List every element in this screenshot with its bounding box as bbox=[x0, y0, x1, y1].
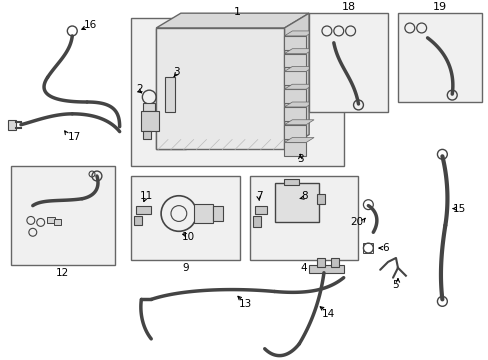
Text: 8: 8 bbox=[300, 191, 307, 201]
Text: 5: 5 bbox=[392, 280, 399, 289]
Bar bbox=[131, 18, 343, 166]
Text: 2: 2 bbox=[136, 84, 142, 94]
Bar bbox=[397, 13, 481, 102]
Bar bbox=[284, 179, 299, 185]
Bar bbox=[213, 206, 223, 221]
Bar bbox=[136, 206, 151, 213]
Text: 11: 11 bbox=[140, 191, 153, 201]
Text: 3: 3 bbox=[173, 67, 180, 77]
Text: 13: 13 bbox=[238, 299, 251, 309]
Bar bbox=[46, 217, 54, 224]
Text: 3: 3 bbox=[296, 154, 303, 164]
Bar bbox=[308, 13, 387, 112]
Text: 4: 4 bbox=[300, 263, 307, 273]
Bar bbox=[156, 28, 185, 149]
Bar bbox=[165, 77, 175, 112]
Polygon shape bbox=[284, 13, 308, 149]
Bar bbox=[330, 258, 338, 267]
Polygon shape bbox=[156, 13, 308, 28]
Bar bbox=[316, 194, 324, 204]
Text: 19: 19 bbox=[432, 2, 446, 12]
Bar bbox=[284, 107, 305, 121]
Bar bbox=[8, 120, 16, 130]
Text: 20: 20 bbox=[349, 217, 362, 228]
Bar bbox=[316, 258, 324, 267]
Bar bbox=[284, 54, 305, 67]
Polygon shape bbox=[284, 138, 313, 143]
Polygon shape bbox=[284, 102, 313, 107]
Bar bbox=[252, 216, 260, 228]
Text: 15: 15 bbox=[451, 204, 465, 213]
Polygon shape bbox=[284, 120, 313, 125]
Text: 18: 18 bbox=[341, 2, 355, 12]
Text: 14: 14 bbox=[322, 309, 335, 319]
Bar bbox=[143, 103, 155, 111]
Polygon shape bbox=[284, 31, 313, 36]
Bar bbox=[134, 216, 142, 225]
Bar bbox=[284, 71, 305, 85]
Bar bbox=[284, 143, 305, 156]
Bar bbox=[274, 183, 318, 222]
Bar bbox=[141, 111, 159, 131]
Text: 6: 6 bbox=[381, 243, 387, 253]
Polygon shape bbox=[284, 49, 313, 54]
Polygon shape bbox=[284, 84, 313, 89]
Bar bbox=[156, 28, 284, 149]
Text: 17: 17 bbox=[67, 131, 81, 141]
Bar bbox=[249, 176, 358, 260]
Polygon shape bbox=[284, 67, 313, 71]
Bar bbox=[284, 125, 305, 139]
Text: 1: 1 bbox=[234, 7, 241, 17]
Bar bbox=[308, 265, 343, 273]
Bar bbox=[284, 89, 305, 103]
Bar bbox=[131, 176, 240, 260]
Bar bbox=[11, 166, 115, 265]
Bar bbox=[363, 243, 372, 253]
Bar bbox=[193, 204, 213, 224]
Bar bbox=[284, 36, 305, 50]
Text: 7: 7 bbox=[256, 191, 263, 201]
Bar bbox=[143, 131, 151, 139]
Text: 9: 9 bbox=[182, 263, 189, 273]
Text: 12: 12 bbox=[56, 268, 69, 278]
Bar bbox=[254, 206, 266, 213]
Text: 10: 10 bbox=[182, 232, 195, 242]
Text: 16: 16 bbox=[83, 20, 97, 30]
Bar bbox=[53, 220, 61, 225]
